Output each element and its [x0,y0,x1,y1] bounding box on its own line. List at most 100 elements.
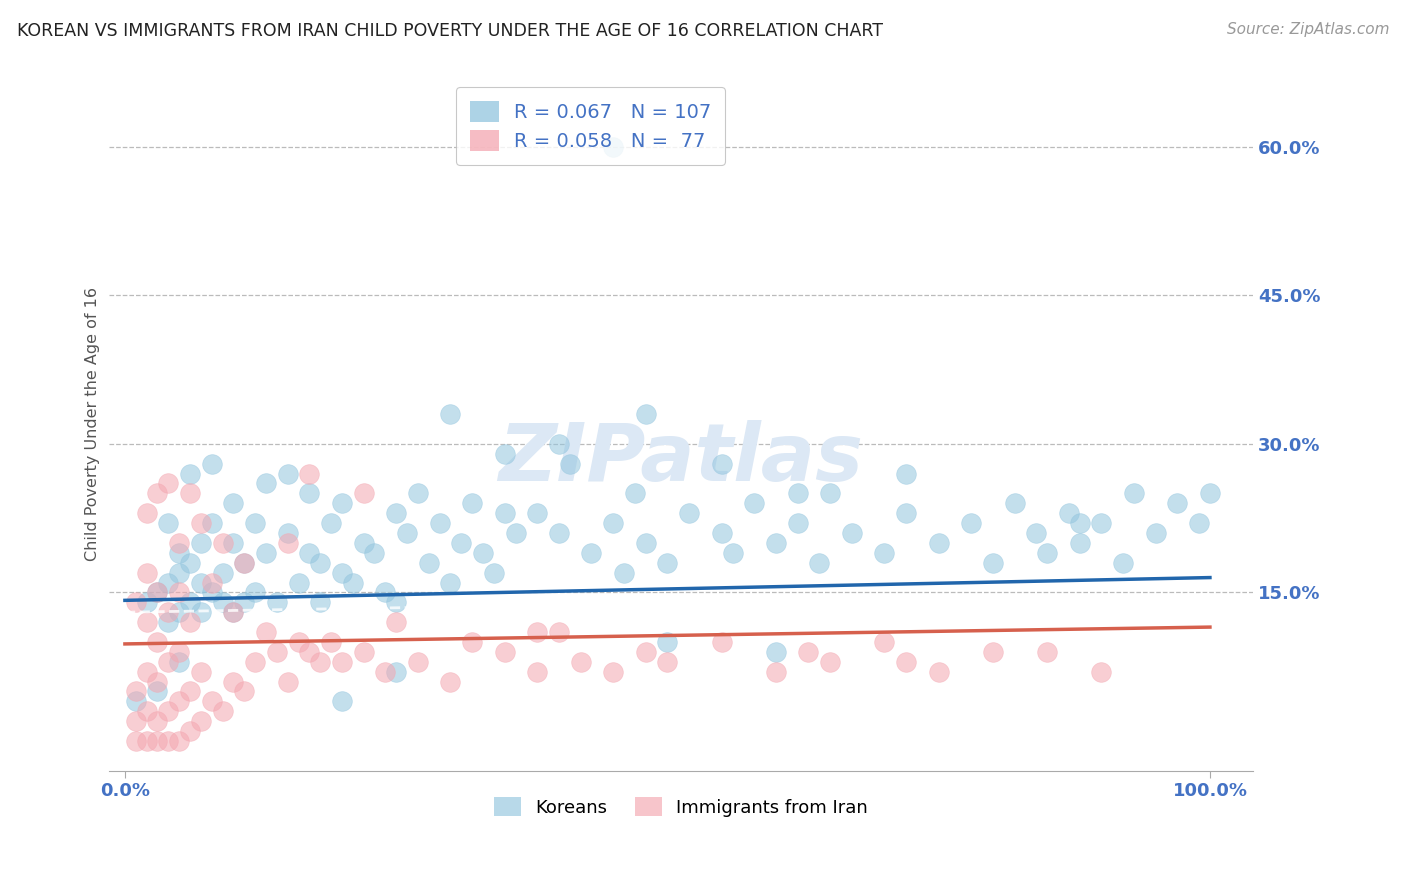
Point [157,704,180,718]
Text: ZIPatlas: ZIPatlas [499,420,863,498]
Point [330,566,353,580]
Point [678,506,700,520]
Point [254,625,277,640]
Point [135,734,157,748]
Point [353,486,375,500]
Point [342,575,364,590]
Point [179,595,201,609]
Point [233,556,256,570]
Point [1036,645,1059,659]
Point [818,655,841,669]
Point [981,645,1004,659]
Point [1188,516,1211,530]
Point [135,506,157,520]
Point [277,674,299,689]
Point [157,734,180,748]
Point [818,486,841,500]
Point [266,645,288,659]
Point [374,585,396,599]
Point [233,556,256,570]
Point [385,506,408,520]
Point [494,506,516,520]
Point [439,575,461,590]
Point [624,486,647,500]
Point [1090,665,1112,679]
Point [1123,486,1146,500]
Point [277,536,299,550]
Point [190,605,212,619]
Point [298,546,321,560]
Point [548,526,571,541]
Point [494,645,516,659]
Point [135,704,157,718]
Point [157,615,180,629]
Point [450,536,472,550]
Point [363,546,385,560]
Point [634,536,657,550]
Point [179,467,201,481]
Point [201,694,224,708]
Point [657,556,679,570]
Point [1112,556,1135,570]
Point [190,575,212,590]
Point [190,665,212,679]
Point [190,714,212,728]
Point [505,526,527,541]
Point [179,684,201,698]
Point [319,635,342,649]
Point [374,665,396,679]
Point [1166,496,1188,510]
Point [353,645,375,659]
Point [167,605,190,619]
Point [418,556,440,570]
Point [125,694,148,708]
Point [211,566,233,580]
Text: KOREAN VS IMMIGRANTS FROM IRAN CHILD POVERTY UNDER THE AGE OF 16 CORRELATION CHA: KOREAN VS IMMIGRANTS FROM IRAN CHILD POV… [17,22,883,40]
Point [1069,536,1091,550]
Point [797,645,820,659]
Point [277,526,299,541]
Point [1199,486,1222,500]
Point [602,665,624,679]
Point [135,595,157,609]
Point [201,516,224,530]
Point [146,684,169,698]
Point [157,655,180,669]
Point [602,140,624,154]
Point [146,674,169,689]
Point [439,407,461,421]
Point [634,645,657,659]
Point [146,635,169,649]
Point [146,585,169,599]
Point [243,585,266,599]
Point [222,496,245,510]
Point [385,595,408,609]
Point [558,457,581,471]
Point [330,655,353,669]
Point [928,536,950,550]
Point [330,694,353,708]
Point [894,467,917,481]
Point [157,516,180,530]
Point [266,595,288,609]
Point [710,526,733,541]
Point [167,585,190,599]
Point [569,655,592,669]
Point [461,635,484,649]
Point [233,684,256,698]
Point [526,665,548,679]
Point [1069,516,1091,530]
Point [710,457,733,471]
Point [277,467,299,481]
Point [222,605,245,619]
Point [298,645,321,659]
Point [1036,546,1059,560]
Point [135,665,157,679]
Point [309,556,332,570]
Point [1090,516,1112,530]
Point [429,516,451,530]
Point [146,714,169,728]
Point [894,655,917,669]
Point [211,704,233,718]
Point [190,536,212,550]
